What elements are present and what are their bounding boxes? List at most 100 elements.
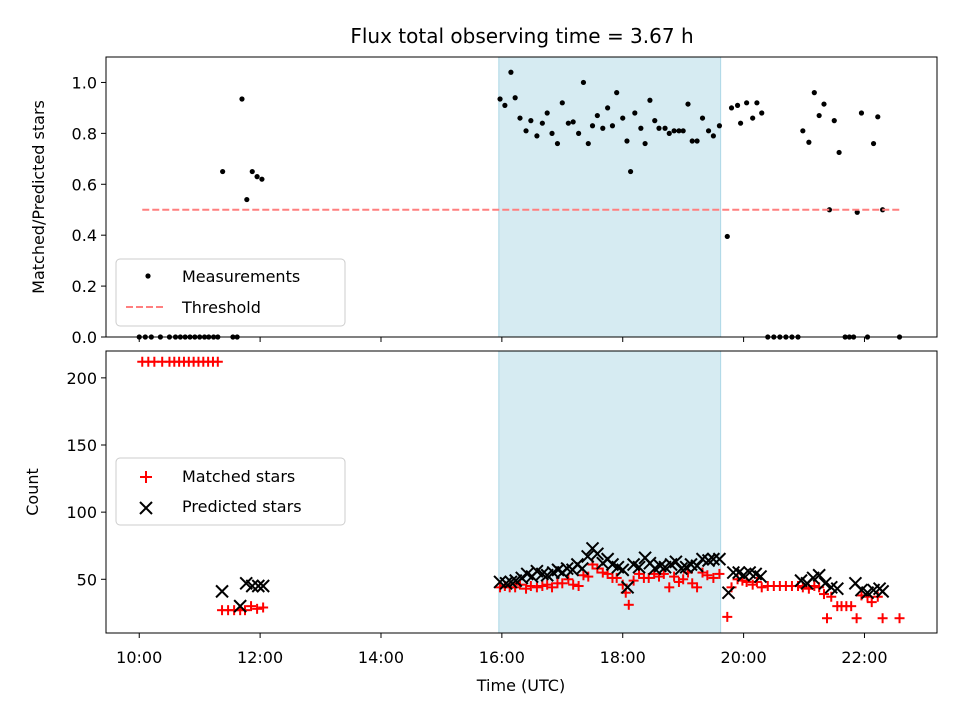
matched-star-point	[246, 601, 257, 612]
top-y-tick-label: 0.4	[72, 226, 97, 245]
measurement-point	[642, 140, 648, 147]
measurement-point	[800, 128, 806, 134]
measurement-point	[614, 90, 620, 96]
legend-measurements: Measurements	[182, 267, 300, 286]
measurement-point	[580, 79, 587, 86]
measurement-point	[754, 100, 760, 106]
predicted-star-point	[616, 563, 630, 577]
top-panel: 0.0 0.2 0.4 0.6 0.8 1.0 Matched/Predicted sta…	[29, 56, 938, 347]
bottom-legend: Matched stars Predicted stars	[115, 457, 346, 526]
matched-star-point	[664, 582, 675, 593]
predicted-star-point	[590, 547, 605, 561]
measurement-point	[652, 118, 658, 124]
predicted-star-point	[701, 553, 716, 568]
matched-star-point	[714, 568, 725, 579]
predicted-star-point	[753, 569, 768, 584]
matched-star-point	[212, 356, 223, 367]
bottom-axes-frame	[105, 350, 938, 634]
x-tick-label: 10:00	[116, 648, 162, 667]
matched-star-point	[531, 582, 542, 593]
predicted-star-point	[256, 579, 270, 593]
measurement-point	[811, 90, 817, 96]
measurement-point	[576, 130, 582, 136]
measurement-point	[544, 110, 550, 116]
measurement-point	[620, 115, 626, 121]
chart-title: Flux total observing time = 3.67 h	[350, 24, 693, 48]
measurement-point	[249, 168, 255, 175]
matched-star-point	[578, 570, 589, 581]
x-tick-label: 20:00	[721, 648, 767, 667]
top-axes-frame	[105, 56, 938, 338]
matched-star-point	[756, 582, 767, 593]
matched-star-point	[623, 599, 634, 610]
x-tick-label: 14:00	[358, 648, 404, 667]
predicted-star-point	[233, 599, 247, 613]
measurement-point	[254, 174, 260, 180]
bottom-y-tick-label: 50	[77, 570, 97, 589]
top-y-tick-label: 0.6	[72, 175, 97, 194]
predicted-star-point	[653, 559, 667, 573]
measurement-point	[259, 176, 265, 182]
matched-star-point	[877, 613, 888, 624]
top-y-axis-label: Matched/Predicted stars	[29, 100, 48, 294]
predicted-star-point	[575, 561, 589, 576]
bottom-y-ticks: 50 100 150 200	[66, 369, 106, 589]
predicted-star-point	[712, 552, 727, 566]
measurement-point	[666, 130, 672, 136]
legend-predicted-marker	[139, 501, 153, 515]
measurement-point	[836, 149, 842, 156]
predicted-star-point	[818, 576, 832, 591]
measurement-point	[716, 123, 723, 129]
legend-measurement-marker	[145, 273, 151, 279]
predicted-star-point	[830, 581, 844, 596]
predicted-star-point	[726, 565, 741, 580]
measurement-point	[523, 128, 529, 134]
top-observing-window	[498, 56, 722, 338]
matched-star-point	[547, 582, 558, 593]
predicted-star-point	[632, 560, 646, 574]
predicted-star-point	[674, 561, 689, 576]
measurement-point	[728, 105, 735, 111]
measurement-point	[821, 101, 827, 107]
matched-star-point	[702, 570, 713, 581]
measurement-point	[528, 118, 534, 124]
measurement-point	[870, 140, 877, 147]
predicted-star-point	[812, 568, 826, 582]
measurement-point	[854, 209, 860, 215]
matched-star-point	[818, 589, 829, 600]
measurement-point	[647, 97, 653, 103]
measurement-point	[671, 128, 677, 134]
x-tick-label: 12:00	[237, 648, 283, 667]
predicted-star-point	[706, 552, 721, 566]
predicted-star-point	[499, 576, 513, 591]
measurement-point	[858, 110, 865, 116]
bottom-x-ticks: 10:00 12:00 14:00 16:00 18:00 20:00 22:00	[116, 633, 888, 667]
measurement-point	[750, 115, 756, 121]
measurement-point	[724, 233, 730, 240]
measurement-point	[632, 110, 638, 116]
measurement-point	[656, 125, 662, 131]
matched-star-point	[537, 581, 548, 591]
measurement-point	[605, 105, 611, 111]
measurement-point	[594, 112, 600, 119]
star-count-points	[137, 356, 905, 624]
x-axis-label: Time (UTC)	[476, 676, 565, 695]
top-x-ticks	[138, 337, 865, 342]
measurement-point	[549, 130, 555, 136]
measurement-point	[512, 95, 518, 101]
measurement-point	[585, 140, 591, 147]
matched-star-point	[568, 579, 579, 590]
predicted-star-point	[535, 567, 550, 581]
predicted-star-point	[875, 584, 890, 599]
top-y-tick-label: 0.2	[72, 277, 97, 296]
measurement-point	[554, 140, 561, 147]
measurement-point	[497, 96, 503, 102]
matched-star-point	[851, 613, 862, 624]
measurement-point	[875, 114, 881, 120]
bottom-panel: 50 100 150 200 10:00 12:00 14:00 16:00 18:00 20:…	[23, 350, 938, 695]
measurement-point	[600, 125, 606, 131]
predicted-star-point	[504, 575, 518, 589]
measurement-point	[699, 115, 706, 121]
top-y-tick-label: 0.8	[72, 124, 97, 143]
measurement-point	[570, 119, 576, 125]
